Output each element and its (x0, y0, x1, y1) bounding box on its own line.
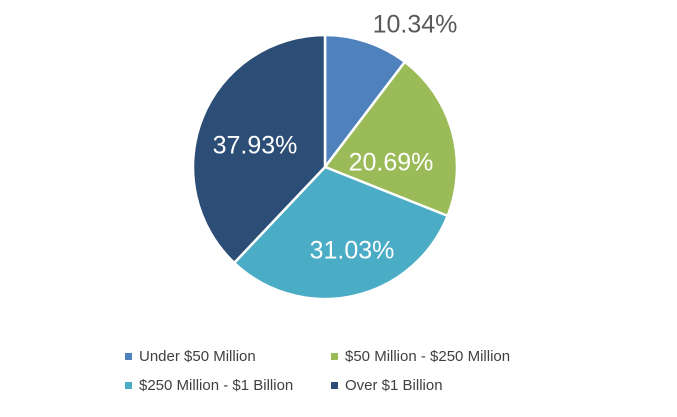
data-label-1: 10.34% (373, 11, 458, 39)
data-label-3: 31.03% (310, 237, 395, 265)
legend-swatch (331, 353, 338, 360)
legend-label: Under $50 Million (139, 348, 256, 365)
legend-label: $50 Million - $250 Million (345, 348, 511, 365)
pie-data-labels: 10.34% 20.69% 31.03% 37.93% (213, 11, 458, 265)
legend-swatch (331, 382, 338, 389)
legend-label: $250 Million - $1 Billion (139, 377, 294, 394)
chart-legend: Under $50 Million $50 Million - $250 Mil… (125, 348, 645, 394)
legend-item-50-to-250-million: $50 Million - $250 Million (331, 348, 631, 365)
pie-slice-1 (323, 33, 407, 169)
pie-slice-4 (191, 33, 327, 265)
legend-item-250-million-to-1-billion: $250 Million - $1 Billion (125, 377, 331, 394)
legend-swatch (125, 382, 132, 389)
pie-slice-3 (232, 165, 449, 301)
legend-swatch (125, 353, 132, 360)
legend-item-over-1-billion: Over $1 Billion (331, 377, 631, 394)
data-label-2: 20.69% (349, 149, 434, 177)
pie-slice-2 (323, 60, 459, 218)
legend-item-under-50-million: Under $50 Million (125, 348, 331, 365)
data-label-4: 37.93% (213, 132, 298, 160)
pie-slices (191, 33, 459, 301)
legend-label: Over $1 Billion (345, 377, 443, 394)
